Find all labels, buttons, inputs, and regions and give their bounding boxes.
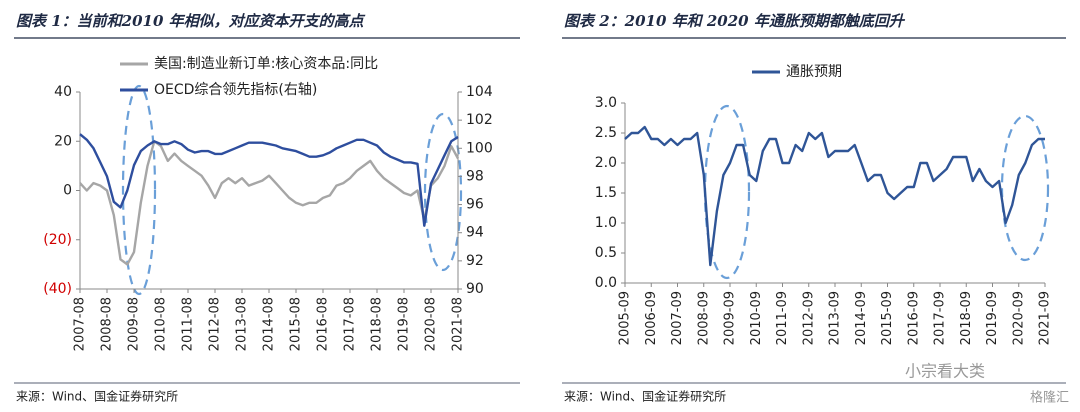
x-tick-label: 2012-08	[208, 297, 223, 351]
x-tick-label: 2008-08	[100, 297, 115, 351]
x-tick-label: 2012-09	[801, 291, 816, 345]
chart-title: 图表 2：2010 年和 2020 年通胀预期都触底回升	[564, 12, 906, 30]
y-tick-label: (40)	[43, 281, 72, 297]
x-tick-label: 2015-09	[880, 291, 895, 345]
chart-title: 图表 1：当前和2010 年相似，对应资本开支的高点	[16, 12, 366, 30]
series-line	[79, 133, 459, 227]
x-tick-label: 2020-09	[1011, 291, 1026, 345]
watermark: 格隆汇	[1030, 390, 1069, 406]
y2-tick-label: 90	[466, 281, 484, 297]
y-tick-label: 2.0	[595, 155, 617, 171]
series-line	[624, 125, 1045, 267]
y2-tick-label: 94	[466, 225, 484, 241]
highlight-ellipse	[121, 84, 157, 296]
y-tick-label: 3.0	[595, 95, 617, 111]
y2-tick-label: 92	[466, 253, 484, 269]
x-tick-label: 2019-08	[397, 297, 412, 351]
legend-label: 美国:制造业新订单:核心资本品:同比	[154, 56, 378, 72]
x-tick-label: 2011-09	[775, 291, 790, 345]
watermark: 小宗看大类	[905, 362, 985, 381]
x-tick-label: 2018-08	[370, 297, 385, 351]
x-tick-label: 2007-08	[73, 297, 88, 351]
y-tick-label: 1.5	[595, 185, 617, 201]
highlight-ellipse	[423, 112, 463, 272]
legend-label: 通胀预期	[786, 64, 842, 80]
x-tick-label: 2006-09	[644, 291, 659, 345]
y-tick-label: 0.5	[595, 245, 617, 261]
x-tick-label: 2017-09	[933, 291, 948, 345]
y-tick-label: 0.0	[595, 275, 617, 291]
x-tick-label: 2009-08	[127, 297, 142, 351]
x-tick-label: 2021-08	[451, 297, 466, 351]
x-tick-label: 2019-09	[985, 291, 1000, 345]
x-tick-label: 2009-09	[723, 291, 738, 345]
legend-label: OECD综合领先指标(右轴)	[154, 82, 317, 98]
y-tick-label: 40	[54, 84, 72, 100]
y2-tick-label: 100	[466, 140, 493, 156]
source: 来源：Wind、国金证券研究所	[16, 389, 178, 404]
x-tick-label: 2014-09	[854, 291, 869, 345]
x-tick-label: 2010-09	[749, 291, 764, 345]
y-tick-label: 2.5	[595, 125, 617, 141]
x-tick-label: 2017-08	[343, 297, 358, 351]
y-tick-label: (20)	[43, 232, 72, 248]
x-tick-label: 2013-09	[828, 291, 843, 345]
x-tick-label: 2016-08	[316, 297, 331, 351]
source: 来源：Wind、国金证券研究所	[564, 389, 726, 404]
y2-tick-label: 96	[466, 197, 484, 213]
y-tick-label: 0	[63, 183, 72, 199]
x-tick-label: 2011-08	[181, 297, 196, 351]
x-tick-label: 2007-09	[670, 291, 685, 345]
x-tick-label: 2021-09	[1038, 291, 1053, 345]
y2-tick-label: 102	[466, 112, 493, 128]
x-tick-label: 2016-09	[906, 291, 921, 345]
highlight-ellipse	[1000, 114, 1050, 262]
x-tick-label: 2020-08	[424, 297, 439, 351]
y-tick-label: 20	[54, 133, 72, 149]
x-tick-label: 2018-09	[959, 291, 974, 345]
x-tick-label: 2013-08	[235, 297, 250, 351]
x-tick-label: 2005-09	[618, 291, 633, 345]
y2-tick-label: 104	[466, 84, 493, 100]
y2-tick-label: 98	[466, 168, 484, 184]
x-tick-label: 2015-08	[289, 297, 304, 351]
x-tick-label: 2014-08	[262, 297, 277, 351]
series-line	[79, 140, 460, 266]
x-tick-label: 2008-09	[696, 291, 711, 345]
y-tick-label: 1.0	[595, 215, 617, 231]
x-tick-label: 2010-08	[154, 297, 169, 351]
